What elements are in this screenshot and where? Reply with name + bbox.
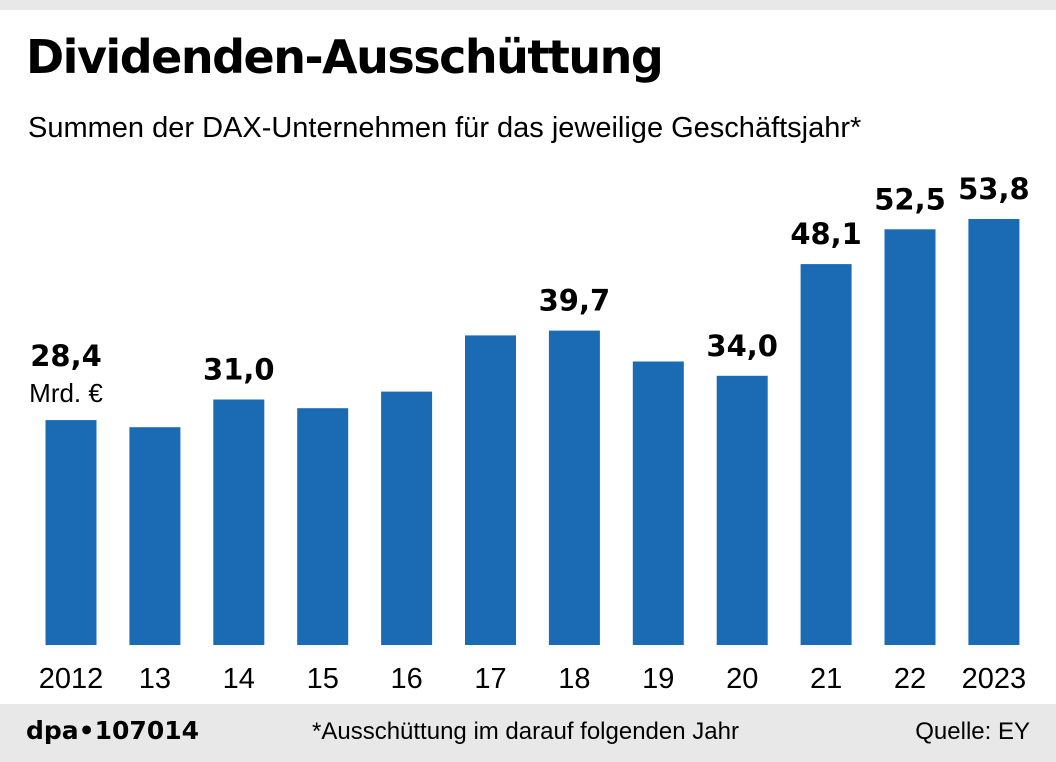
value-label: 52,5 [874, 182, 946, 216]
bar-18 [548, 330, 600, 645]
x-tick-label: 17 [474, 663, 506, 695]
x-tick-label: 2023 [962, 663, 1027, 695]
chart-title: Dividenden-Ausschüttung [26, 30, 664, 84]
bar-2023 [968, 219, 1020, 645]
bar-15 [297, 408, 349, 645]
bar-chart: 28,4 Mrd. € 31,0 39,7 34,0 48,1 52,5 53,8 2012 1… [29, 172, 1030, 695]
value-label: 39,7 [539, 284, 611, 318]
x-tick-label: 19 [642, 663, 674, 695]
bar-13 [129, 427, 181, 645]
footer: dpa•107014 *Ausschüttung im darauf folge… [0, 704, 1056, 762]
x-tick-label: 16 [390, 663, 422, 695]
x-axis-tick-labels: 2012 13 14 15 16 17 18 19 20 21 22 2023 [39, 663, 1026, 695]
x-tick-label: 22 [894, 663, 926, 695]
value-label: 31,0 [203, 353, 275, 387]
x-tick-label: 20 [726, 663, 758, 695]
x-tick-label: 18 [558, 663, 590, 695]
x-tick-label: 13 [139, 663, 171, 695]
bar-21 [800, 264, 852, 645]
x-tick-label: 21 [810, 663, 842, 695]
bar-2012 [45, 420, 97, 645]
value-label: 53,8 [958, 172, 1030, 206]
graphic-id: dpa•107014 [26, 716, 200, 745]
value-label: 34,0 [706, 329, 778, 363]
footnote: *Ausschüttung im darauf folgenden Jahr [312, 718, 739, 745]
value-label: 48,1 [790, 217, 862, 251]
bars [45, 219, 1020, 646]
bar-14 [213, 399, 265, 645]
value-label: 28,4 [30, 339, 102, 373]
chart-subtitle: Summen der DAX-Unternehmen für das jewei… [28, 112, 862, 144]
bar-17 [465, 335, 516, 645]
source-label: Quelle: EY [915, 718, 1030, 745]
x-tick-label: 2012 [39, 663, 104, 695]
x-tick-label: 15 [307, 663, 339, 695]
bar-16 [381, 391, 433, 645]
x-tick-label: 14 [223, 663, 255, 695]
value-labels: 28,4 Mrd. € 31,0 39,7 34,0 48,1 52,5 53,8 [29, 172, 1030, 408]
bar-19 [632, 361, 684, 645]
unit-label: Mrd. € [29, 378, 103, 408]
top-strip [0, 0, 1056, 10]
bar-20 [716, 375, 768, 645]
bar-22 [884, 229, 936, 646]
